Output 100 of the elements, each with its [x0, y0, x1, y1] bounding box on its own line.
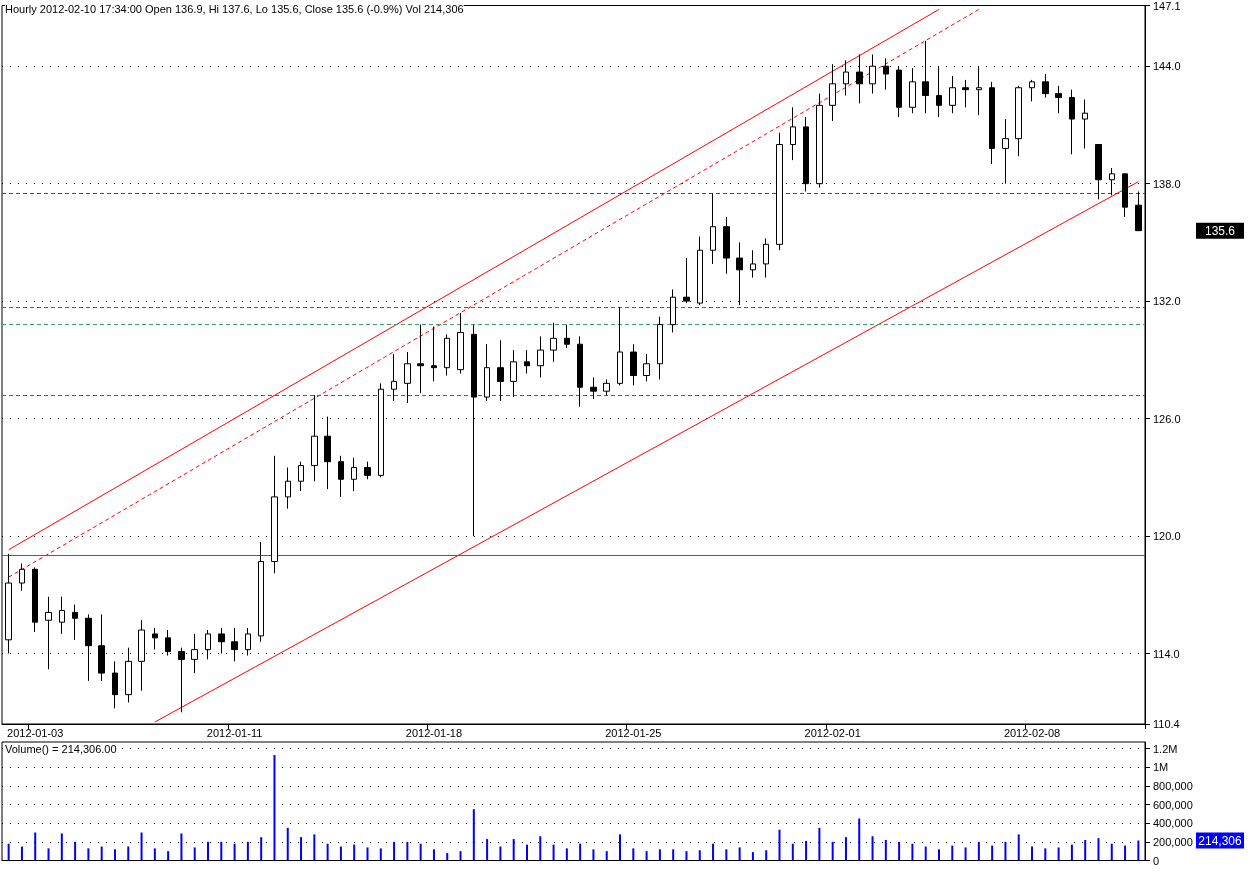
bar [313, 834, 316, 861]
bar [645, 851, 648, 861]
bar [751, 852, 754, 861]
candlestick [324, 416, 331, 490]
candlestick [750, 249, 756, 279]
bar [658, 849, 661, 861]
candlestick [564, 324, 570, 349]
bar [844, 837, 847, 861]
candlestick [989, 81, 995, 165]
bar [698, 850, 701, 861]
bar [964, 847, 967, 861]
bar [1110, 843, 1113, 861]
chart-title: Hourly 2012-02-10 17:34:00 Open 136.9, Hi 137.6, Lo 135.6, Close 135.6 (-0.9%) Vol 214,306 [5, 2, 464, 15]
y-tick-label: 0 [1153, 854, 1160, 867]
candlestick [231, 627, 238, 662]
bar [1084, 839, 1087, 861]
bar [858, 818, 861, 861]
candlestick [1109, 167, 1115, 196]
bar [20, 846, 23, 861]
candlestick [378, 382, 384, 478]
bar [552, 844, 555, 861]
y-tick-label: 110.4 [1153, 718, 1180, 730]
bar [831, 841, 834, 861]
candlestick [763, 237, 769, 279]
candlestick [776, 132, 783, 251]
bar [406, 841, 409, 861]
bar [87, 848, 90, 861]
bar [180, 833, 183, 861]
bar [113, 849, 116, 861]
y-tick-label: 600,000 [1153, 798, 1193, 811]
bar [605, 851, 608, 861]
candlestick [404, 351, 411, 404]
bar [818, 827, 821, 861]
bar [260, 837, 263, 861]
bar [738, 847, 741, 861]
x-tick-label: 2012-02-08 [1003, 726, 1061, 739]
candlestick [524, 349, 530, 375]
candlestick [603, 378, 610, 396]
candlestick [670, 288, 676, 333]
candlestick [697, 236, 703, 306]
candlestick [444, 333, 450, 377]
bar [74, 841, 77, 861]
candlestick [790, 106, 796, 161]
candlestick [816, 93, 823, 189]
bar [1137, 840, 1140, 861]
candlestick [258, 541, 264, 643]
bar [7, 843, 10, 861]
bar [193, 847, 196, 861]
bar [300, 837, 303, 861]
bar [60, 833, 63, 861]
bar [539, 836, 542, 861]
text: 135.6 [1204, 223, 1236, 238]
candlestick [1135, 190, 1142, 232]
bar [207, 841, 210, 861]
bar [1031, 846, 1034, 861]
y-tick-label: 138.0 [1153, 177, 1181, 190]
bar [273, 755, 276, 861]
candlestick [617, 306, 623, 386]
candlestick [218, 627, 225, 655]
bar [419, 843, 422, 861]
bar [220, 841, 223, 861]
candlestick [550, 322, 557, 363]
candlestick [1069, 89, 1075, 155]
candlestick [1095, 144, 1102, 200]
x-tick-label: 2012-01-18 [405, 726, 463, 739]
candlestick [338, 455, 344, 498]
candlestick [510, 349, 517, 398]
bar [911, 843, 914, 861]
bar [791, 843, 794, 861]
candlestick [431, 326, 437, 382]
bar [672, 849, 675, 861]
candlestick [577, 335, 583, 408]
bar [512, 839, 515, 861]
candlestick [896, 65, 902, 118]
bar [525, 844, 528, 861]
candlestick [1055, 85, 1062, 114]
candlestick [351, 457, 357, 492]
bar [379, 848, 382, 861]
candlestick [298, 461, 304, 492]
bar [685, 851, 688, 861]
bar [991, 845, 994, 861]
candlestick [1002, 118, 1009, 185]
candlestick [936, 65, 942, 118]
chart-title: Volume() = 214,306.00 [5, 742, 117, 755]
candlestick [843, 59, 849, 97]
candlestick [59, 596, 65, 635]
candlestick [271, 455, 278, 574]
candlestick [32, 566, 38, 633]
y-tick-label: 120.0 [1153, 530, 1181, 543]
candlestick [391, 353, 397, 402]
bar [632, 848, 635, 861]
bar [446, 853, 449, 861]
bar [286, 827, 289, 861]
candlestick [1015, 85, 1022, 157]
candlestick [643, 353, 650, 382]
bar [366, 847, 369, 861]
bar [725, 849, 728, 861]
candlestick [497, 339, 504, 402]
bar [924, 846, 927, 861]
candlestick [311, 394, 318, 482]
